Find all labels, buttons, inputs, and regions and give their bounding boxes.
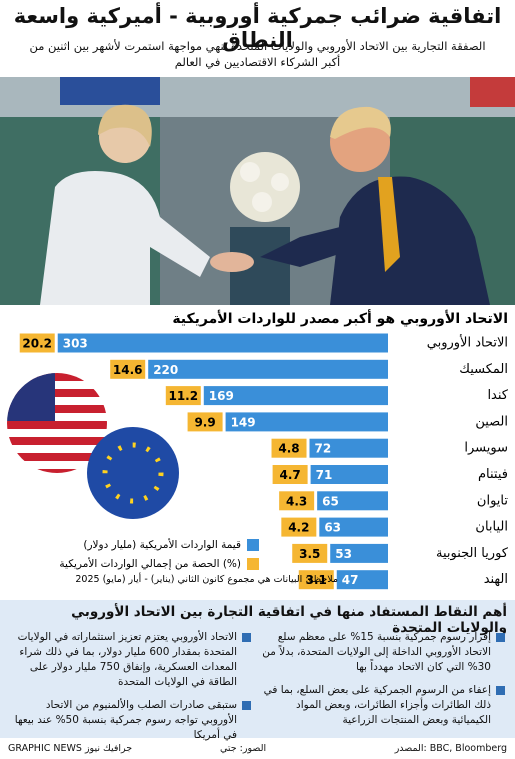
bar	[148, 359, 388, 379]
legend-label: قيمة الواردات الأمريكية (مليار دولار)	[83, 538, 241, 551]
value-label: 220	[153, 363, 178, 377]
share-label: 4.2	[288, 521, 309, 535]
share-box	[187, 412, 223, 432]
brand: GRAPHIC NEWS جرافيك نيوز	[8, 743, 133, 754]
value-label: 303	[63, 337, 88, 351]
category-label: الهند	[484, 572, 508, 587]
share-box	[19, 333, 55, 353]
photo-credit: الصور: جتي	[220, 743, 267, 754]
value-label: 149	[231, 415, 256, 429]
share-box	[292, 543, 328, 563]
share-label: 11.2	[168, 389, 198, 403]
bar	[330, 543, 388, 563]
share-label: 4.3	[286, 494, 307, 508]
value-label: 53	[335, 547, 352, 561]
share-box	[110, 359, 146, 379]
bar	[317, 491, 388, 511]
value-label: 63	[324, 521, 341, 535]
category-label: كوريا الجنوبية	[436, 546, 509, 561]
key-point: الاتحاد الأوروبي يعتزم تعزيز استثماراته …	[8, 630, 253, 690]
subtitle: الصفقة التجارية بين الاتحاد الأوروبي وال…	[29, 39, 486, 69]
share-label: 4.7	[279, 468, 300, 482]
bar	[319, 517, 388, 537]
share-label: 3.5	[299, 547, 320, 561]
share-box	[298, 570, 334, 590]
chart: الاتحاد الأوروبي هو أكبر مصدر للواردات ا…	[7, 309, 509, 590]
key-point: إعفاء من الرسوم الجمركية على بعض السلع، …	[262, 683, 507, 728]
category-label: اليابان	[475, 520, 508, 535]
bar	[57, 333, 388, 353]
photo	[0, 77, 515, 305]
eu-flag	[87, 427, 179, 519]
bar	[310, 465, 388, 484]
share-label: 9.9	[194, 415, 215, 429]
key-points-column: إقرار رسوم جمركية بنسبة 15% على معظم سلع…	[262, 630, 507, 736]
note: ملاحظة: البيانات هي مجموع كانون الثاني (…	[75, 572, 338, 585]
key-points-title: أهم النقاط المستفاد منها في اتفاقية التج…	[71, 604, 507, 636]
value-label: 65	[322, 494, 339, 508]
key-points: أهم النقاط المستفاد منها في اتفاقية التج…	[0, 600, 515, 741]
bar	[336, 570, 388, 590]
share-label: 3.1	[306, 573, 327, 587]
category-label: سويسرا	[464, 441, 508, 456]
key-points-column: الاتحاد الأوروبي يعتزم تعزيز استثماراته …	[8, 630, 253, 751]
category-label: فيتنام	[478, 467, 508, 482]
chart-title: الاتحاد الأوروبي هو أكبر مصدر للواردات ا…	[172, 309, 508, 327]
share-label: 4.8	[278, 442, 299, 456]
bar	[225, 412, 388, 432]
footer: المصدر: BBC, Bloomberg الصور: جتي GRAPHI…	[0, 740, 515, 759]
bar	[309, 438, 388, 458]
bar	[203, 386, 388, 406]
title: اتفاقية ضرائب جمركية أوروبية - أميركية و…	[13, 4, 502, 52]
category-label: تايوان	[477, 493, 508, 508]
category-label: الصين	[475, 414, 508, 429]
value-label: 72	[315, 442, 332, 456]
value-label: 169	[209, 389, 234, 403]
key-point: ستبقى صادرات الصلب والألمنيوم من الاتحاد…	[8, 698, 253, 743]
share-box	[279, 491, 315, 511]
key-point: إقرار رسوم جمركية بنسبة 15% على معظم سلع…	[262, 630, 507, 675]
value-label: 71	[316, 468, 333, 482]
legend-swatch	[247, 539, 259, 551]
share-label: 20.2	[22, 337, 52, 351]
share-box	[272, 465, 308, 484]
category-label: الاتحاد الأوروبي	[427, 334, 508, 351]
category-label: المكسيك	[459, 362, 508, 377]
source: المصدر: BBC, Bloomberg	[394, 743, 507, 754]
value-label: 47	[342, 573, 359, 587]
share-box	[165, 386, 201, 406]
category-label: كندا	[487, 388, 508, 403]
share-box	[281, 517, 317, 537]
legend-label: الحصة من إجمالي الواردات الأمريكية (%)	[59, 557, 241, 570]
share-box	[271, 438, 307, 458]
share-label: 14.6	[113, 363, 143, 377]
legend-swatch	[247, 558, 259, 570]
